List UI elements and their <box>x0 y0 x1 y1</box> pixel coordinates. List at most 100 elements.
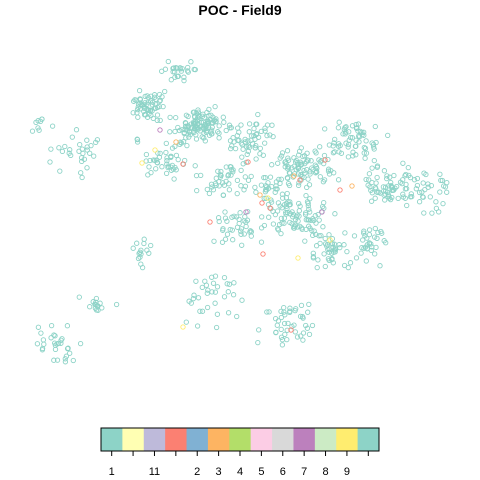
data-point <box>218 172 224 179</box>
data-point <box>259 214 265 220</box>
legend-swatch <box>250 428 273 451</box>
data-point <box>175 73 181 79</box>
data-point <box>195 295 202 301</box>
data-point <box>260 251 266 257</box>
data-point <box>194 187 200 194</box>
data-point <box>215 129 221 135</box>
data-point <box>367 184 373 190</box>
data-point <box>228 145 234 152</box>
data-point <box>171 176 177 182</box>
data-point <box>215 215 222 221</box>
data-point <box>231 213 237 219</box>
data-point <box>243 144 250 150</box>
data-point <box>268 199 275 205</box>
data-point <box>278 334 285 340</box>
data-point <box>319 209 325 215</box>
data-point <box>171 65 177 71</box>
data-point <box>362 145 369 152</box>
data-point <box>375 229 381 236</box>
data-point <box>143 158 149 164</box>
data-point <box>67 147 73 153</box>
data-point <box>327 237 333 243</box>
data-point <box>182 123 189 129</box>
data-point <box>322 263 328 270</box>
data-point <box>331 140 337 146</box>
legend-label: 9 <box>344 466 350 478</box>
data-point <box>292 171 298 177</box>
data-point <box>379 230 385 236</box>
data-point <box>136 250 142 257</box>
data-point <box>325 246 331 253</box>
data-point <box>314 264 320 271</box>
data-point <box>57 168 63 174</box>
data-point <box>134 139 141 145</box>
legend-swatch <box>122 428 145 451</box>
data-point <box>278 326 284 333</box>
data-point <box>168 167 175 173</box>
data-point <box>309 227 315 234</box>
data-point <box>201 114 207 121</box>
legend-label: 11 <box>149 466 160 478</box>
data-point <box>336 119 342 125</box>
data-point <box>442 184 449 190</box>
data-point <box>251 125 257 132</box>
data-point <box>197 308 203 314</box>
data-point <box>369 165 375 171</box>
data-point <box>204 186 210 193</box>
data-point <box>332 211 338 217</box>
data-point <box>300 330 307 336</box>
data-point <box>220 227 226 233</box>
data-point <box>153 105 159 111</box>
data-point <box>226 187 233 193</box>
data-point <box>325 156 331 163</box>
data-point <box>282 159 289 165</box>
data-point <box>403 181 409 188</box>
data-point <box>295 165 302 171</box>
data-point <box>56 145 62 151</box>
data-point <box>384 189 390 195</box>
data-point <box>148 93 154 99</box>
data-point <box>180 324 186 330</box>
data-point <box>245 159 251 165</box>
data-point <box>157 117 163 124</box>
data-point <box>281 320 288 327</box>
data-point <box>342 124 348 131</box>
data-point <box>183 319 189 325</box>
data-point <box>377 263 383 269</box>
legend-label: 7 <box>301 466 307 478</box>
data-point <box>199 284 205 291</box>
data-point <box>209 124 215 130</box>
data-point <box>325 166 332 172</box>
data-point <box>135 255 142 262</box>
data-point <box>362 155 368 161</box>
data-point <box>275 160 281 166</box>
data-point <box>298 145 304 151</box>
data-point <box>69 134 75 140</box>
data-point <box>421 170 427 176</box>
data-point <box>242 183 249 189</box>
data-point <box>389 194 395 201</box>
data-point <box>349 135 356 141</box>
data-point <box>262 189 269 195</box>
data-point <box>295 182 302 189</box>
legend-label: 1 <box>109 466 115 478</box>
data-point <box>173 152 180 159</box>
data-point <box>221 294 228 300</box>
data-point <box>29 128 36 134</box>
data-point <box>243 209 249 215</box>
data-point <box>47 159 53 165</box>
data-point <box>405 164 411 171</box>
data-point <box>195 121 201 127</box>
data-point <box>154 159 160 166</box>
data-point <box>217 172 224 178</box>
legend-label: 3 <box>216 466 222 478</box>
data-point <box>245 138 251 144</box>
data-point <box>199 308 206 314</box>
data-point <box>238 228 244 234</box>
data-point <box>168 153 174 159</box>
data-point <box>190 295 197 302</box>
data-point <box>224 231 231 237</box>
data-point <box>374 174 380 181</box>
data-point <box>241 231 247 237</box>
